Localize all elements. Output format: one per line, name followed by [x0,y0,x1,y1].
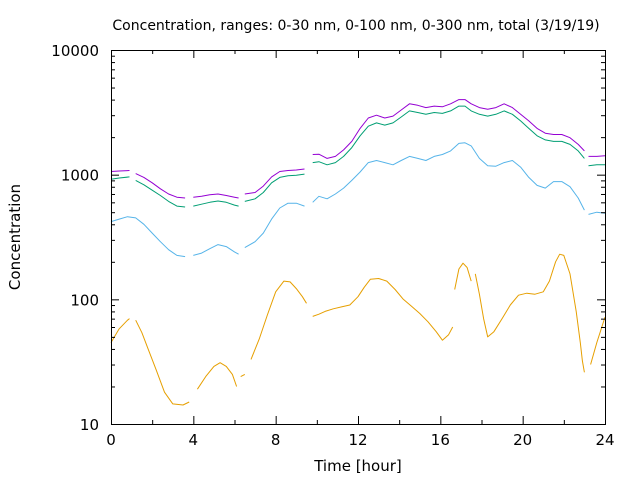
chart-title: Concentration, ranges: 0-30 nm, 0-100 nm… [112,18,599,34]
y-tick-label: 10000 [51,42,99,60]
series-3-segment-4 [244,173,305,202]
x-tick-label: 16 [431,431,450,449]
series-2-segment-1 [110,216,186,258]
series-1-segment-2 [135,319,190,406]
y-axis-label: Concentration [6,184,24,290]
series-3-segment-1 [110,176,130,180]
x-tick-label: 8 [271,431,281,449]
series-1-segment-6 [312,278,454,341]
series-2-segment-2 [193,244,239,256]
series-4-segment-6 [588,155,606,157]
series-4-segment-4 [244,168,305,195]
x-axis-label: Time [hour] [313,457,402,475]
series-4-segment-3 [193,193,239,199]
series-layer [110,99,606,406]
series-1-segment-4 [240,373,246,378]
series-3-segment-3 [193,200,239,207]
series-1-segment-5 [250,280,307,360]
series-2-segment-3 [244,202,305,249]
y-tick-label: 100 [70,291,99,309]
series-4-segment-1 [110,170,130,172]
y-tick-label: 1000 [61,167,99,185]
y-tick-label: 10 [80,416,99,434]
series-1-segment-7 [454,262,472,290]
series-4-segment-2 [135,173,186,199]
series-4-segment-5 [312,99,585,159]
x-tick-label: 24 [595,431,614,449]
tick-layer: 0 4 8 12 16 20 24 10 100 1000 10000 [51,42,614,449]
series-2-segment-4 [312,142,585,211]
series-3-segment-2 [135,179,186,208]
series-3-segment-5 [312,105,585,166]
plot-frame [111,50,606,425]
series-3-segment-6 [588,164,605,167]
series-1-segment-9 [590,316,606,365]
x-tick-label: 4 [189,431,199,449]
x-tick-label: 0 [106,431,116,449]
series-1-segment-3 [196,362,238,390]
x-tick-label: 20 [513,431,532,449]
series-1-segment-1 [110,318,130,343]
x-tick-label: 12 [348,431,367,449]
series-1-segment-8 [474,253,585,373]
